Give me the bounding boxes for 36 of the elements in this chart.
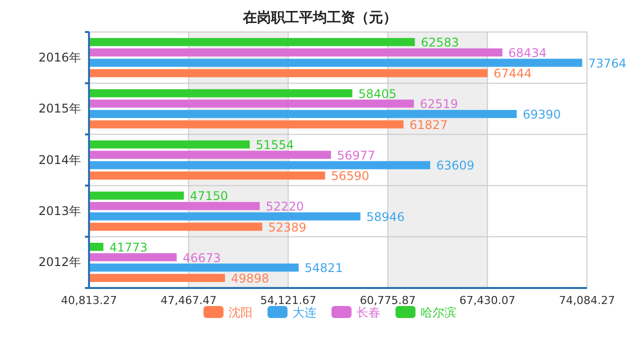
data-label: 52220 (266, 200, 304, 214)
data-label: 62583 (420, 36, 460, 50)
data-label: 58946 (366, 210, 405, 224)
legend-label: 大连 (292, 306, 316, 320)
data-label: 54821 (304, 261, 343, 276)
y-tick-label: 2015年 (38, 102, 81, 116)
data-label: 52389 (268, 220, 306, 234)
y-tick-label: 2014年 (38, 152, 81, 167)
data-label: 56590 (331, 169, 370, 184)
data-label: 58405 (358, 86, 396, 101)
x-tick-label: 60,775.87 (360, 294, 416, 307)
data-label: 62519 (420, 97, 458, 112)
y-tick-label: 2012年 (38, 255, 81, 270)
data-label: 73764 (588, 56, 626, 70)
data-label: 63609 (436, 158, 474, 173)
y-tick-label: 2013年 (38, 204, 81, 218)
y-tick-label: 2016年 (38, 50, 81, 64)
chart-title: 在岗职工平均工资（元） (242, 10, 397, 26)
data-label: 68434 (508, 46, 547, 60)
x-tick-label: 54,121.67 (260, 294, 316, 307)
data-label: 47150 (190, 189, 228, 204)
x-tick-label: 67,430.07 (459, 294, 516, 307)
data-label: 61827 (410, 118, 448, 132)
legend-label: 长春 (356, 306, 380, 320)
x-tick-label: 47,467.47 (160, 294, 217, 307)
data-label: 41773 (109, 240, 148, 254)
x-tick-label: 40,813.27 (61, 294, 117, 307)
data-label: 49898 (230, 272, 270, 286)
legend-label: 哈尔滨 (420, 306, 456, 320)
data-label: 69390 (522, 108, 561, 122)
data-label: 46673 (182, 250, 221, 265)
data-label: 51554 (256, 138, 294, 152)
legend-label: 沈阳 (228, 306, 252, 320)
data-label: 67444 (494, 66, 532, 81)
data-label: 56977 (336, 148, 376, 162)
x-tick-label: 74,084.27 (559, 294, 615, 307)
